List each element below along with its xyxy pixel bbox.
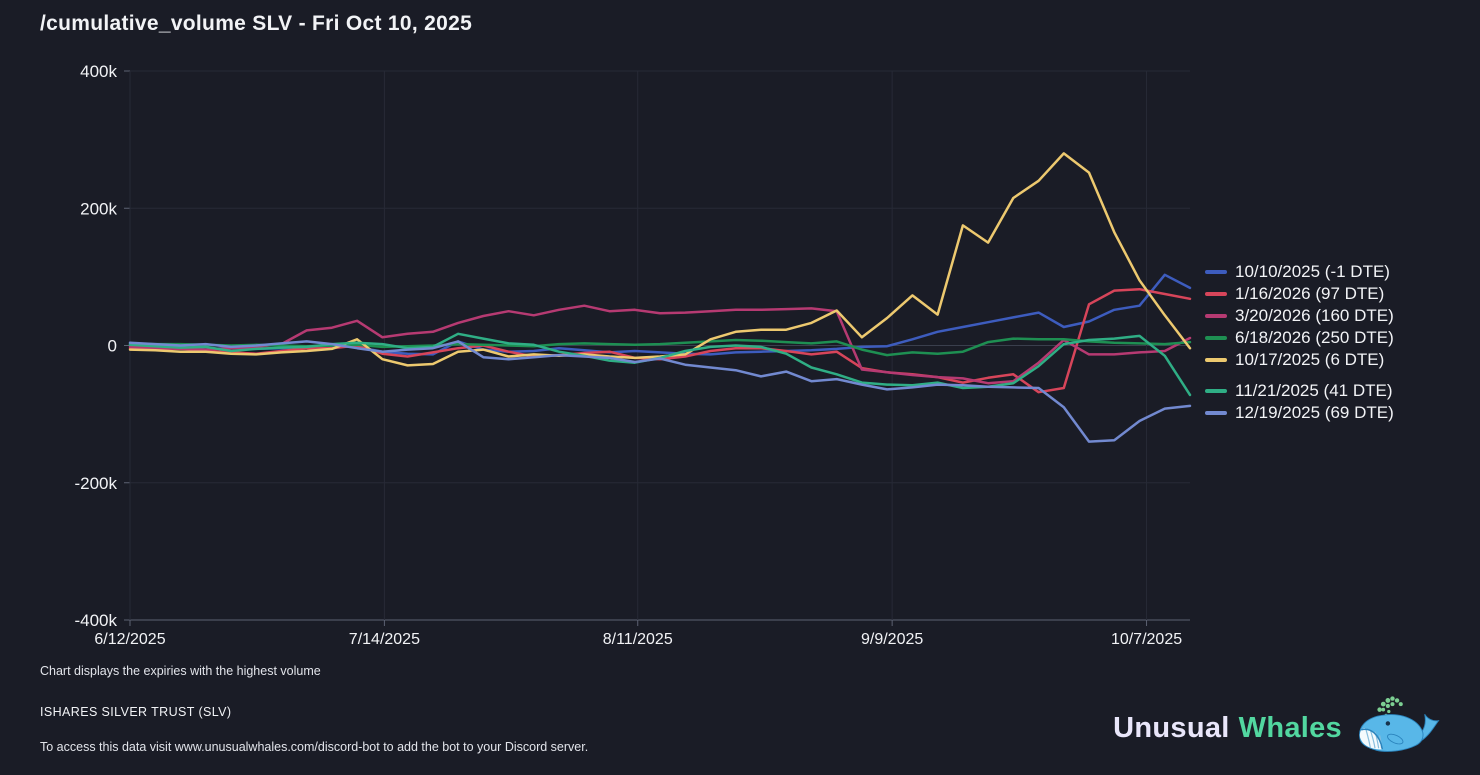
- legend-label: 6/18/2026 (250 DTE): [1235, 328, 1394, 347]
- legend-label: 3/20/2026 (160 DTE): [1235, 306, 1394, 325]
- legend-label: 10/17/2025 (6 DTE): [1235, 350, 1385, 369]
- whale-icon: [1359, 696, 1440, 752]
- whale-flipper: [1387, 733, 1404, 745]
- series-line-10-17-2025-6-dte-: [128, 152, 1192, 367]
- x-axis-label: 8/11/2025: [603, 631, 673, 648]
- legend-marker: [1205, 336, 1227, 340]
- legend-item[interactable]: 1/16/2026 (97 DTE): [1205, 283, 1394, 305]
- chart-footnote: Chart displays the expiries with the hig…: [40, 664, 321, 678]
- legend-label: 12/19/2025 (69 DTE): [1235, 403, 1394, 422]
- whale-spout: [1377, 696, 1403, 717]
- whale-mouth: [1359, 728, 1383, 750]
- y-axis-label: -200k: [74, 474, 117, 493]
- legend-item[interactable]: 10/17/2025 (6 DTE): [1205, 349, 1394, 371]
- x-axis-label: 6/12/2025: [94, 631, 165, 648]
- legend-marker: [1205, 411, 1227, 415]
- y-axis-label: 0: [108, 337, 117, 356]
- legend-item[interactable]: 11/21/2025 (41 DTE): [1205, 380, 1394, 402]
- legend-item[interactable]: 10/10/2025 (-1 DTE): [1205, 261, 1394, 283]
- legend-marker: [1205, 314, 1227, 318]
- legend-marker: [1205, 270, 1227, 274]
- ticker-name: ISHARES SILVER TRUST (SLV): [40, 705, 232, 719]
- y-axis-label: -400k: [74, 611, 117, 630]
- legend-marker: [1205, 389, 1227, 393]
- legend-item[interactable]: 6/18/2026 (250 DTE): [1205, 327, 1394, 349]
- brand-word-unusual: Unusual: [1113, 712, 1230, 744]
- legend-marker: [1205, 358, 1227, 362]
- y-axis-label: 400k: [80, 62, 117, 81]
- discord-bot-cta: To access this data visit www.unusualwha…: [40, 740, 589, 754]
- series-line-12-19-2025-69-dte-: [128, 340, 1192, 443]
- legend-label: 11/21/2025 (41 DTE): [1235, 381, 1393, 400]
- unusual-whales-logo: Unusual Whales: [1113, 694, 1444, 763]
- whale-smile: [1360, 728, 1384, 750]
- series-line-3-20-2026-160-dte-: [128, 304, 1192, 385]
- legend-label: 10/10/2025 (-1 DTE): [1235, 262, 1390, 281]
- brand-word-whales: Whales: [1238, 712, 1342, 744]
- legend-label: 1/16/2026 (97 DTE): [1235, 284, 1385, 303]
- x-axis-label: 10/7/2025: [1111, 631, 1182, 648]
- x-axis-label: 7/14/2025: [349, 631, 420, 648]
- page-title: /cumulative_volume SLV - Fri Oct 10, 202…: [40, 12, 473, 35]
- legend-marker: [1205, 292, 1227, 296]
- x-axis-label: 9/9/2025: [861, 631, 923, 648]
- legend-item[interactable]: 12/19/2025 (69 DTE): [1205, 402, 1394, 424]
- whale-eye: [1385, 721, 1391, 726]
- legend-item[interactable]: 3/20/2026 (160 DTE): [1205, 305, 1394, 327]
- y-axis-label: 200k: [80, 199, 117, 218]
- legend: 10/10/2025 (-1 DTE) 1/16/2026 (97 DTE) 3/2…: [1205, 261, 1394, 424]
